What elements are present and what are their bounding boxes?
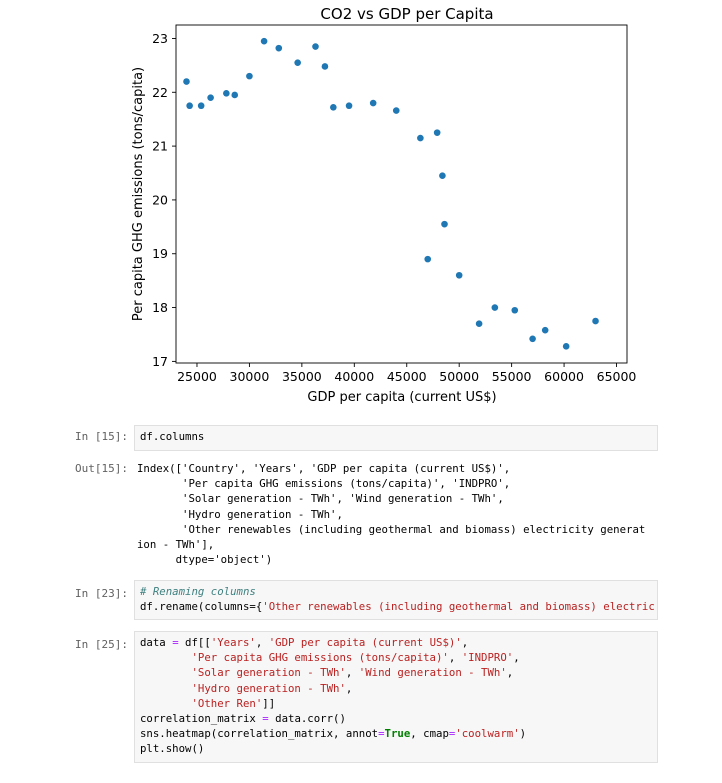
code-line: correlation_matrix = data.corr()	[140, 712, 346, 726]
input-prompt: In [15]:	[75, 430, 128, 443]
data-point	[369, 99, 377, 107]
x-tick-label: 35000	[282, 369, 322, 384]
data-point	[321, 63, 329, 70]
data-point	[417, 134, 424, 142]
plot-frame	[175, 24, 628, 364]
data-point	[186, 102, 193, 110]
code-brace: {	[255, 600, 263, 614]
data-point	[223, 90, 230, 97]
output-text: Index(['Country', 'Years', 'GDP per capi…	[137, 462, 646, 567]
x-tick-label: 50000	[439, 369, 479, 384]
code-keyword: True	[384, 727, 411, 741]
y-tick-label: 21	[152, 139, 168, 154]
x-axis: 25000 30000 35000 40000 45000 50000 55000 60000…	[177, 363, 636, 384]
code-string: 'Per capita GHG emissions (tons/capita)'	[191, 651, 449, 665]
code-editor[interactable]: # Renaming columns df.rename(columns={'O…	[134, 580, 658, 620]
code-line: 'Solar generation - TWh', 'Wind generati…	[191, 666, 514, 680]
data-point	[439, 172, 446, 180]
code-string: 'Solar generation - TWh'	[191, 666, 346, 680]
y-tick-label: 20	[152, 192, 168, 207]
data-point	[275, 44, 283, 52]
data-point	[541, 326, 549, 334]
chart-title: CO2 vs GDP per Capita	[320, 5, 493, 23]
code-string: 'GDP per capita (current US$)'	[268, 636, 462, 649]
data-point	[455, 271, 463, 279]
x-tick-label: 30000	[230, 369, 270, 384]
y-tick-label: 17	[152, 354, 168, 369]
data-point	[392, 107, 400, 114]
data-point	[330, 104, 337, 111]
x-tick-label: 45000	[387, 369, 427, 384]
code-line: sns.heatmap(correlation_matrix, annot=Tr…	[140, 727, 527, 741]
code-string: 'coolwarm'	[455, 727, 520, 741]
code-line: 'Hydro generation - TWh',	[191, 681, 353, 695]
code-string: 'INDPRO'	[461, 651, 514, 665]
code-line: df.columns	[140, 430, 205, 443]
data-point	[424, 255, 432, 263]
input-prompt: In [25]:	[75, 638, 128, 651]
data-points	[183, 37, 599, 350]
input-prompt: In [23]:	[75, 587, 128, 600]
y-tick-label: 22	[152, 85, 168, 100]
y-axis: 17 18 19 20 21 22 23	[152, 31, 176, 369]
x-tick-label: 40000	[334, 369, 374, 384]
data-point	[197, 102, 205, 110]
data-point	[529, 335, 536, 343]
data-point	[246, 72, 253, 80]
data-point	[562, 343, 570, 350]
code-string: 'Hydro generation - TWh'	[191, 681, 346, 695]
code-line: 'Per capita GHG emissions (tons/capita)'…	[191, 651, 520, 665]
x-tick-label: 25000	[177, 369, 217, 384]
data-point	[260, 37, 268, 45]
code-line: data = df[['Years', 'GDP per capita (cur…	[140, 636, 469, 649]
code-string: 'Other Ren'	[191, 696, 263, 710]
x-tick-label: 65000	[597, 369, 637, 384]
data-point	[491, 304, 499, 311]
y-tick-label: 19	[152, 246, 168, 261]
y-tick-label: 23	[152, 31, 168, 46]
data-point	[592, 317, 599, 325]
data-point	[433, 129, 441, 136]
data-point	[312, 43, 319, 50]
code-operator: =	[378, 727, 385, 741]
code-string: 'Other renewables (including geothermal …	[262, 600, 655, 614]
code-line: plt.show()	[140, 742, 205, 756]
data-point	[441, 220, 448, 228]
data-point	[475, 320, 483, 328]
code-operator: =	[448, 727, 456, 741]
code-line: 'Other Ren']]	[191, 696, 276, 710]
code-string: 'Years'	[210, 636, 256, 649]
x-tick-label: 55000	[492, 369, 532, 384]
data-point	[231, 91, 239, 99]
data-point	[294, 59, 301, 66]
code-editor[interactable]: data = df[['Years', 'GDP per capita (cur…	[134, 631, 658, 763]
x-axis-label: GDP per capita (current US$)	[307, 390, 496, 405]
data-point	[511, 306, 519, 314]
code-operator: =	[262, 712, 269, 726]
data-point	[183, 78, 190, 85]
data-point	[345, 102, 353, 110]
output-prompt: Out[15]:	[75, 462, 128, 475]
code-line: df.rename(columns=	[140, 600, 256, 614]
code-editor[interactable]: df.columns	[134, 425, 658, 451]
x-tick-label: 60000	[544, 369, 584, 384]
data-point	[207, 94, 214, 101]
code-string: 'Wind generation - TWh'	[358, 666, 507, 680]
code-comment: # Renaming columns	[140, 585, 256, 598]
scatter-chart: CO2 vs GDP per Capita 25000 30000 35000 400…	[131, 5, 636, 405]
code-operator: =	[172, 636, 179, 649]
y-tick-label: 18	[152, 300, 168, 315]
y-axis-label: Per capita GHG emissions (tons/capita)	[131, 67, 146, 321]
